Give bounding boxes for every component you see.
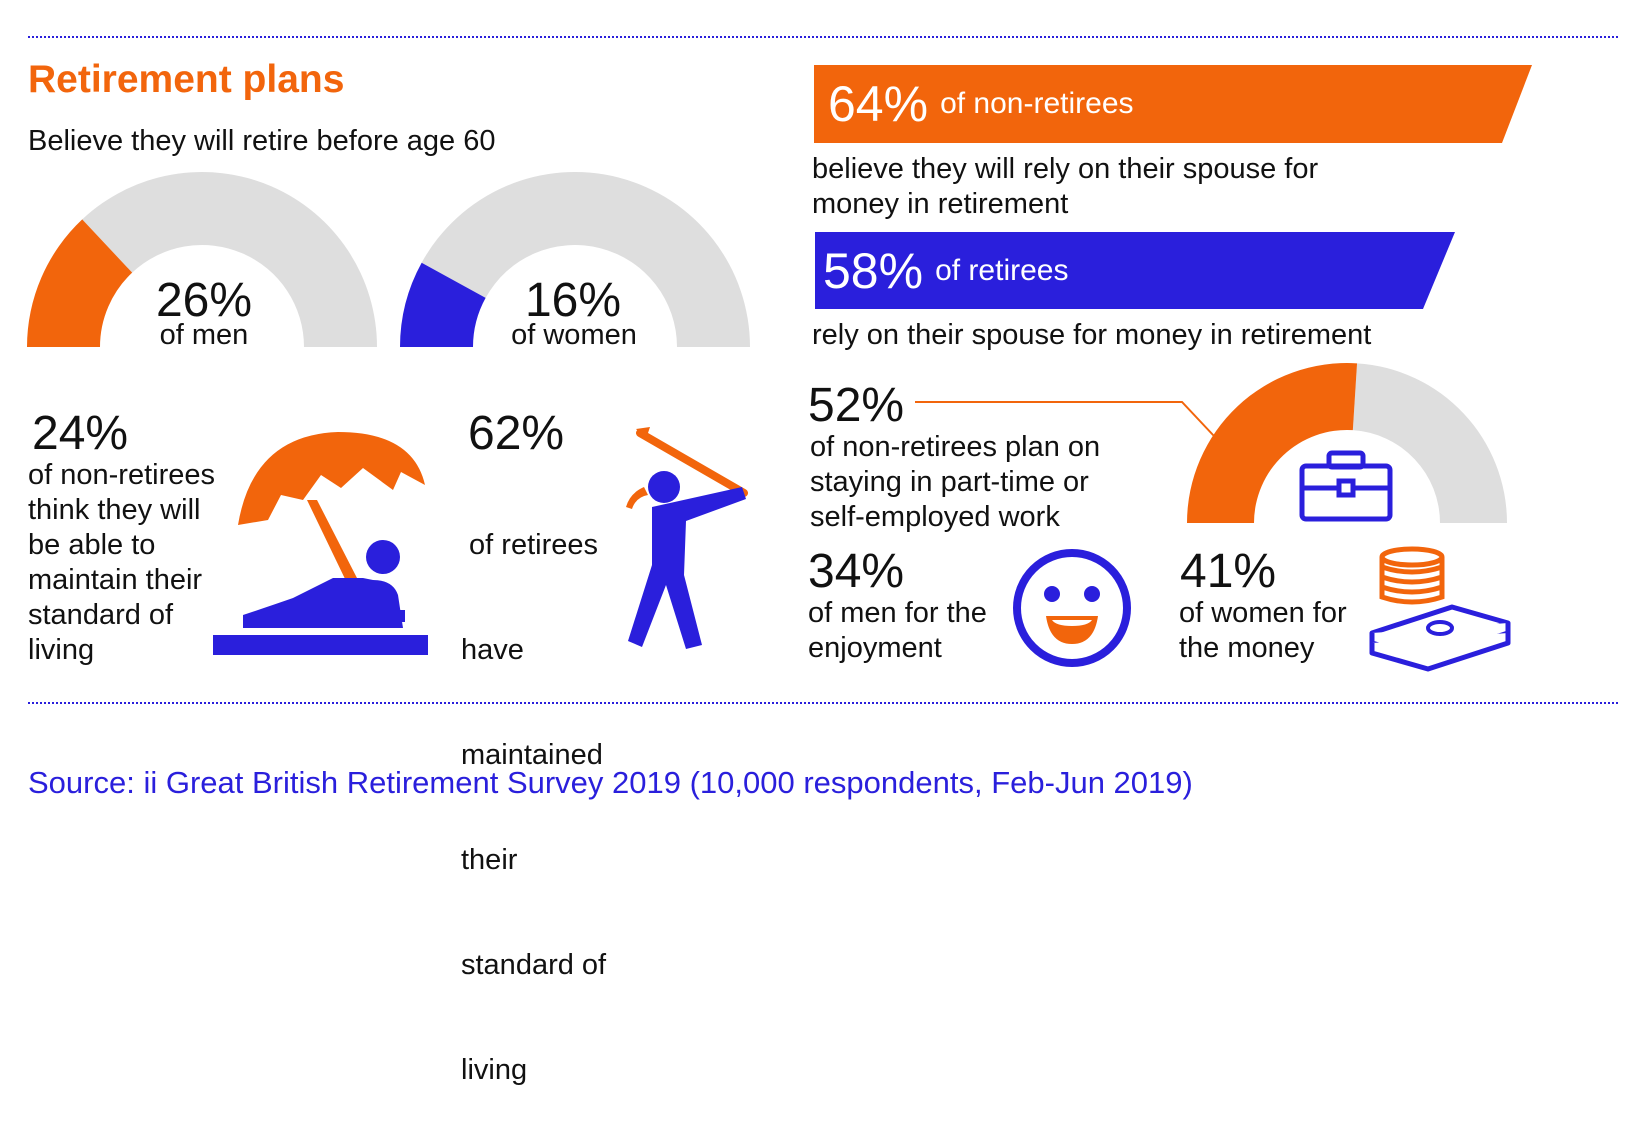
gauge-work-fill [1187, 363, 1358, 523]
beach-stat-line: of non-retirees [28, 459, 215, 491]
gauge-men-track [82, 172, 377, 347]
work-stat-line: self-employed work [810, 501, 1060, 533]
banner-non-retirees: 64% of non-retirees [814, 65, 1514, 143]
golf-stat-line: standard of [461, 949, 607, 981]
page-title: Retirement plans [28, 58, 345, 101]
beach-umbrella-icon [213, 432, 428, 655]
banner-non-retirees-caption-line: money in retirement [812, 188, 1069, 220]
men-stat-text: of men for the enjoyment [808, 596, 987, 666]
beach-stat-value: 24% [32, 407, 129, 460]
women-stat-line: the money [1179, 632, 1315, 664]
gauge-men-caption: of men [159, 319, 249, 351]
golf-stat-line: of retirees [461, 529, 598, 561]
banner-retirees-caption: rely on their spouse for money in retire… [812, 319, 1372, 351]
banner-retirees-shape [815, 232, 1455, 309]
beach-stat-text: of non-retirees think they will be able … [28, 458, 215, 668]
golf-stat-line: maintained [461, 739, 603, 771]
beach-stat-line: think they will [28, 494, 201, 526]
banner-retirees: 58% of retirees [815, 232, 1435, 309]
banner-retirees-fill [815, 232, 1455, 309]
beach-stat-line: be able to [28, 529, 156, 561]
gauge-work-chart [1187, 363, 1507, 523]
banner-non-retirees-value: 64% [828, 76, 929, 132]
gauge-women-fill [400, 262, 486, 347]
banner-retirees-label: of retirees [935, 253, 1069, 287]
golf-stat-line: their [461, 844, 518, 876]
gauge-men-value: 26% [155, 274, 253, 327]
banner-retirees-value: 58% [823, 242, 924, 299]
smiley-face-icon [1013, 549, 1131, 667]
men-stat-line: enjoyment [808, 632, 942, 664]
gauge-women-chart [400, 172, 750, 347]
beach-stat-line: living [28, 634, 95, 666]
golfer-icon [626, 427, 748, 649]
work-stat-text: of non-retirees plan on staying in part-… [810, 430, 1100, 535]
gauge-men-fill [27, 219, 133, 347]
banner-non-retirees-caption: believe they will rely on their spouse f… [812, 152, 1318, 222]
men-stat-value: 34% [808, 545, 905, 598]
briefcase-icon [1299, 450, 1393, 522]
top-divider [28, 36, 1618, 38]
gauge-women-track [421, 172, 750, 347]
work-stat-line: of non-retirees plan on [810, 431, 1101, 463]
women-stat-line: of women for [1179, 597, 1347, 629]
gauge-work-track [1352, 363, 1507, 523]
banner-non-retirees-fill [814, 65, 1532, 143]
beach-stat-line: maintain their [28, 564, 203, 596]
source-note: Source: ii Great British Retirement Surv… [28, 765, 1193, 800]
golf-stat-value: 62% [468, 407, 565, 460]
money-stack-icon [1369, 546, 1511, 672]
gauge-women-caption: of women [511, 319, 637, 351]
banner-non-retirees-caption-line: believe they will rely on their spouse f… [812, 153, 1319, 185]
gauge-women-value: 16% [524, 274, 622, 327]
work-stat-connector [915, 401, 1215, 437]
beach-stat-line: standard of [28, 599, 174, 631]
women-stat-text: of women for the money [1179, 596, 1347, 666]
golf-stat-line: living [461, 1054, 528, 1086]
banner-non-retirees-label: of non-retirees [940, 87, 1134, 120]
work-stat-line: staying in part-time or [810, 466, 1089, 498]
golf-stat-line: have [461, 634, 524, 666]
gauges-heading: Believe they will retire before age 60 [28, 125, 496, 157]
gauge-men-chart [27, 172, 377, 347]
bottom-divider [28, 702, 1618, 704]
men-stat-line: of men for the [808, 597, 987, 629]
banner-non-retirees-shape [814, 65, 1532, 143]
work-stat-value: 52% [808, 379, 905, 432]
women-stat-value: 41% [1180, 545, 1277, 598]
